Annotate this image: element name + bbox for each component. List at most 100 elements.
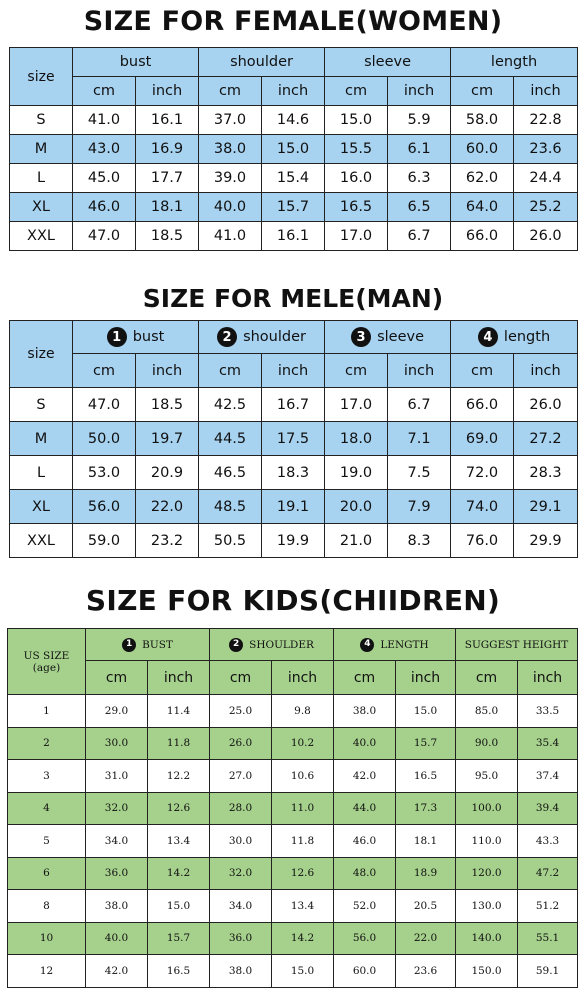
size-column-header: size: [9, 320, 73, 388]
group-label-wrap: 4 length: [477, 327, 550, 347]
value-cell: 35.4: [517, 726, 579, 760]
unit-header: cm: [72, 353, 136, 388]
value-cell: 19.9: [261, 523, 326, 558]
value-cell: 6.1: [387, 134, 452, 164]
value-cell: 38.0: [333, 694, 397, 728]
value-cell: 47.0: [72, 387, 136, 422]
value-cell: 22.0: [395, 921, 457, 955]
unit-header: cm: [450, 76, 515, 106]
value-cell: 29.9: [513, 523, 579, 558]
unit-header: inch: [513, 353, 579, 388]
table-row: L 45.0 17.7 39.0 15.4 16.0 6.3 62.0 24.4: [9, 163, 579, 193]
unit-header: cm: [198, 353, 263, 388]
value-cell: 15.7: [395, 726, 457, 760]
kids-size-title: SIZE FOR KIDS(CHIIDREN): [85, 584, 501, 617]
unit-header: cm: [72, 76, 136, 106]
table-row: 6 36.0 14.2 32.0 12.6 48.0 18.9 120.0 47.2: [7, 856, 579, 890]
value-cell: 29.0: [85, 694, 148, 728]
value-cell: 11.8: [271, 824, 335, 858]
value-cell: 7.5: [387, 455, 452, 490]
unit-header: cm: [85, 660, 148, 695]
value-cell: 7.9: [387, 489, 452, 524]
value-cell: 15.0: [395, 694, 457, 728]
unit-header: cm: [333, 660, 397, 695]
value-cell: 18.5: [134, 387, 200, 422]
circled-number-icon: 3: [351, 327, 372, 347]
group-header: sleeve: [324, 47, 452, 77]
header-row-units: cm inch cm inch cm inch cm inch: [10, 353, 579, 388]
value-cell: 120.0: [455, 856, 519, 890]
size-cell: L: [9, 455, 73, 490]
value-cell: 12.6: [146, 791, 211, 825]
value-cell: 59.1: [517, 954, 579, 988]
unit-header: cm: [198, 76, 263, 106]
circled-number-icon: 2: [217, 327, 238, 347]
unit-header: inch: [134, 353, 200, 388]
size-cell: XXL: [9, 221, 73, 251]
value-cell: 27.0: [209, 759, 273, 793]
size-cell: M: [9, 421, 73, 456]
value-cell: 14.2: [146, 856, 211, 890]
value-cell: 12.6: [271, 856, 335, 890]
unit-header: cm: [324, 353, 389, 388]
header-row-groups: US SIZE (age) 1 BUST 2 SHOULDER 4 LENGTH SUGGEST…: [7, 628, 579, 695]
value-cell: 90.0: [455, 726, 519, 760]
group-label: LENGTH: [380, 638, 429, 651]
table-row: 12 42.0 16.5 38.0 15.0 60.0 23.6 150.0 59.1: [7, 954, 579, 988]
value-cell: 22.8: [513, 105, 579, 135]
size-cell: L: [9, 163, 73, 193]
value-cell: 47.0: [72, 221, 136, 251]
header-row-units: cm inch cm inch cm inch cm inch: [8, 660, 579, 695]
value-cell: 17.5: [261, 421, 326, 456]
value-cell: 19.0: [324, 455, 389, 490]
table-row: XXL 59.0 23.2 50.5 19.9 21.0 8.3 76.0 29.9: [9, 523, 579, 558]
value-cell: 130.0: [455, 889, 519, 923]
size-cell: XL: [9, 489, 73, 524]
value-cell: 30.0: [209, 824, 273, 858]
unit-header: cm: [324, 76, 389, 106]
size-cell: XL: [9, 192, 73, 222]
value-cell: 46.0: [72, 192, 136, 222]
value-cell: 25.2: [513, 192, 579, 222]
value-cell: 55.1: [517, 921, 579, 955]
value-cell: 60.0: [450, 134, 515, 164]
size-label: size: [27, 68, 55, 85]
value-cell: 15.5: [324, 134, 389, 164]
table-row: 8 38.0 15.0 34.0 13.4 52.0 20.5 130.0 51.2: [7, 889, 579, 923]
group-label: BUST: [142, 638, 173, 651]
table-row: S 41.0 16.1 37.0 14.6 15.0 5.9 58.0 22.8: [9, 105, 579, 135]
unit-header: inch: [261, 76, 326, 106]
value-cell: 10.2: [271, 726, 335, 760]
value-cell: 19.7: [134, 421, 200, 456]
size-cell: 1: [7, 694, 86, 728]
value-cell: 13.4: [146, 824, 211, 858]
size-column-header: US SIZE (age): [7, 628, 86, 695]
circled-number-icon: 1: [106, 327, 127, 347]
value-cell: 53.0: [72, 455, 136, 490]
value-cell: 38.0: [209, 954, 273, 988]
value-cell: 16.9: [134, 134, 200, 164]
group-header: 4 length: [450, 320, 579, 354]
value-cell: 15.0: [324, 105, 389, 135]
size-cell: S: [9, 387, 73, 422]
size-cell: 4: [7, 791, 86, 825]
value-cell: 5.9: [387, 105, 452, 135]
value-cell: 36.0: [85, 856, 148, 890]
value-cell: 42.5: [198, 387, 263, 422]
table-row: M 43.0 16.9 38.0 15.0 15.5 6.1 60.0 23.6: [9, 134, 579, 164]
group-header: 3 sleeve: [324, 320, 452, 354]
size-column-header: size: [9, 47, 73, 106]
unit-header: inch: [146, 660, 211, 695]
table-row: 2 30.0 11.8 26.0 10.2 40.0 15.7 90.0 35.4: [7, 726, 579, 760]
group-label: sleeve: [364, 54, 411, 70]
value-cell: 37.0: [198, 105, 263, 135]
value-cell: 56.0: [333, 921, 397, 955]
circled-number-icon: 1: [122, 637, 137, 652]
size-cell: S: [9, 105, 73, 135]
value-cell: 19.1: [261, 489, 326, 524]
value-cell: 11.8: [146, 726, 211, 760]
value-cell: 45.0: [72, 163, 136, 193]
value-cell: 62.0: [450, 163, 515, 193]
header-row-groups: size bust shoulder sleeve length: [9, 47, 579, 106]
value-cell: 8.3: [387, 523, 452, 558]
